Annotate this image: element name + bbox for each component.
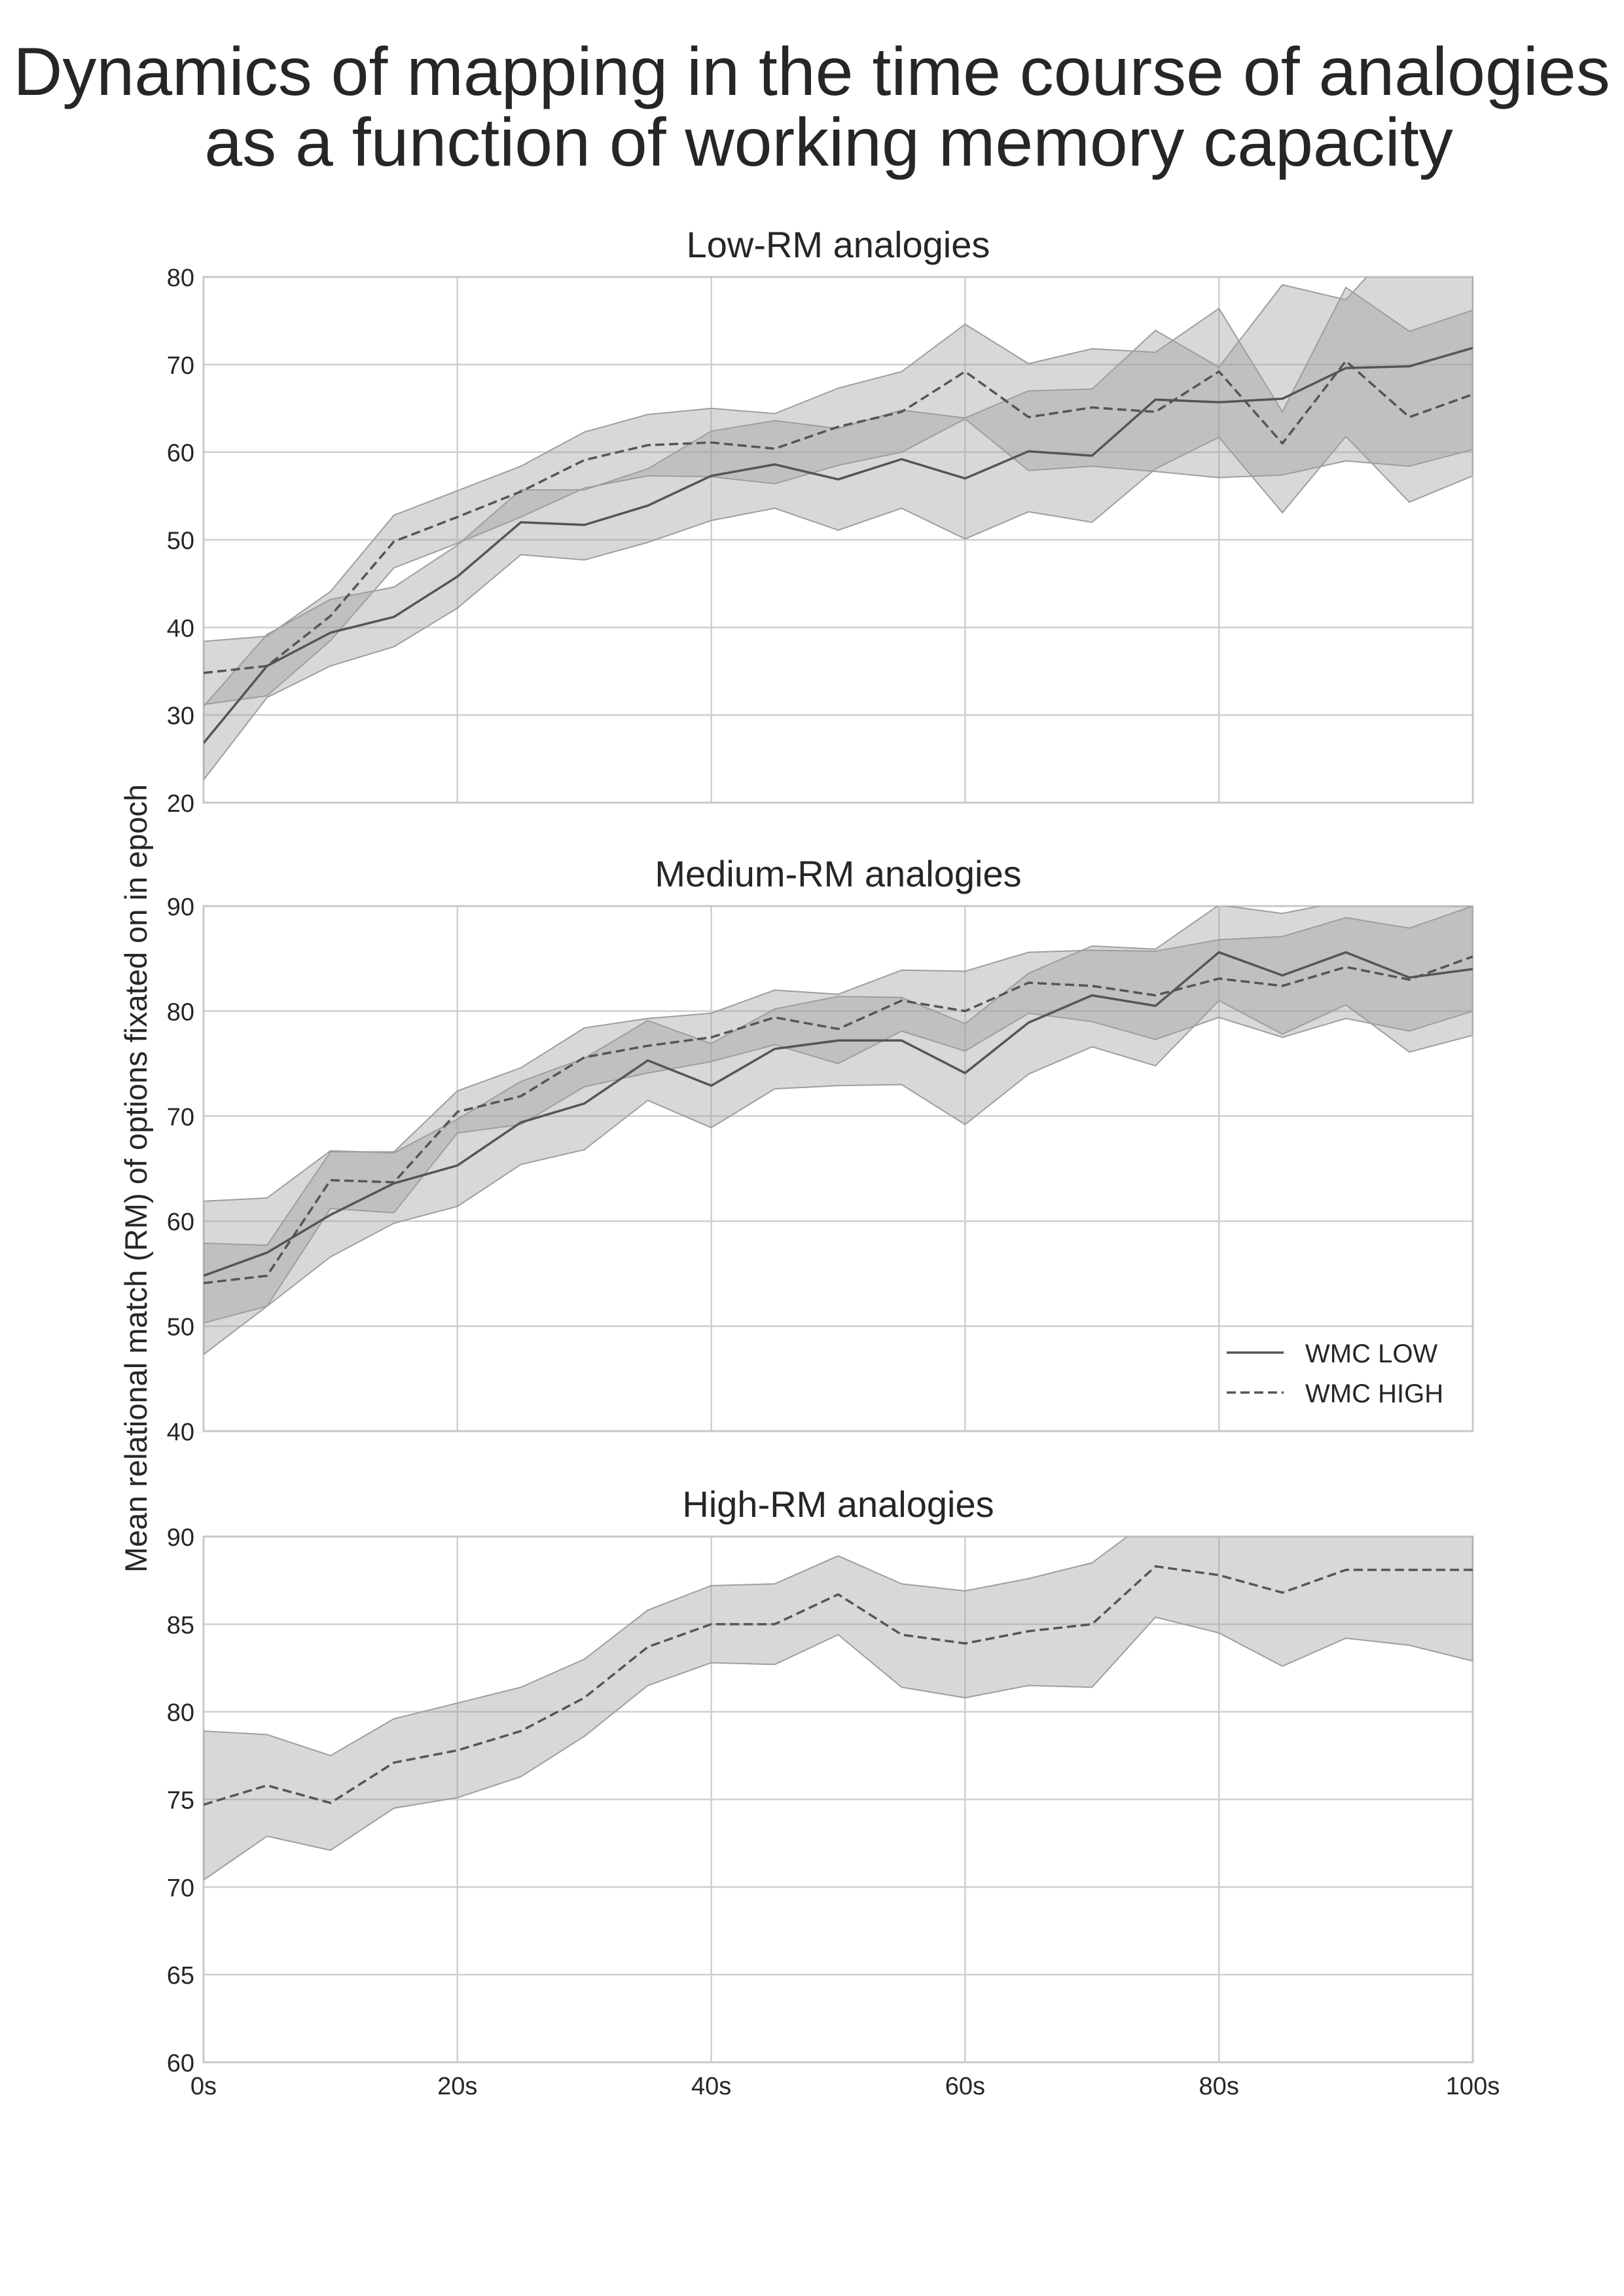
y-tick-label: 60 bbox=[167, 1209, 194, 1236]
figure-title-line1: Dynamics of mapping in the time course o… bbox=[13, 34, 1610, 110]
ci-band-wmc-low bbox=[204, 277, 1473, 781]
legend-label-wmc-low: WMC LOW bbox=[1305, 1339, 1437, 1368]
x-tick-label: 0s bbox=[190, 2073, 217, 2100]
series-line-wmc-low bbox=[204, 346, 1473, 744]
y-tick-label: 20 bbox=[167, 790, 194, 818]
ci-band-wmc-low bbox=[204, 906, 1473, 1356]
x-tick-label: 60s bbox=[945, 2073, 985, 2100]
y-tick-label: 80 bbox=[167, 1700, 194, 1727]
y-tick-label: 70 bbox=[167, 1874, 194, 1902]
y-tick-label: 50 bbox=[167, 1314, 194, 1341]
ci-band-wmc-high bbox=[204, 1537, 1473, 1881]
x-tick-label: 80s bbox=[1199, 2073, 1239, 2100]
y-tick-label: 90 bbox=[167, 1524, 194, 1552]
y-tick-label: 50 bbox=[167, 528, 194, 555]
y-tick-label: 65 bbox=[167, 1962, 194, 1990]
y-axis-label: Mean relational match (RM) of options fi… bbox=[118, 784, 153, 1573]
axes-frame bbox=[202, 276, 1474, 804]
figure-title-line2: as a function of working memory capacity bbox=[204, 105, 1453, 181]
x-tick-label: 100s bbox=[1446, 2073, 1500, 2100]
y-tick-label: 75 bbox=[167, 1787, 194, 1815]
panel-title: Medium-RM analogies bbox=[655, 853, 1021, 894]
series-line-wmc-high bbox=[204, 1565, 1473, 1806]
panel-low-rm: 20 30 40 50 60 70 80 Low-RM analogies bbox=[167, 224, 1474, 818]
y-tick-label: 70 bbox=[167, 1104, 194, 1131]
series-line-wmc-high bbox=[204, 359, 1473, 674]
y-tick-label: 60 bbox=[167, 2050, 194, 2077]
legend: WMC LOW WMC HIGH bbox=[1227, 1339, 1443, 1408]
axes-frame bbox=[202, 905, 1474, 1432]
y-tick-label: 80 bbox=[167, 998, 194, 1026]
panel-title: High-RM analogies bbox=[682, 1484, 994, 1525]
y-tick-label: 80 bbox=[167, 264, 194, 292]
plot-area bbox=[204, 906, 1473, 1356]
panel-high-rm: 60 65 70 75 80 85 90 0s 20s 40s 60s 80s 100s High-RM … bbox=[167, 1484, 1500, 2100]
series-line-wmc-low bbox=[204, 951, 1473, 1277]
plot-area bbox=[204, 1537, 1473, 1881]
x-tick-label: 40s bbox=[691, 2073, 731, 2100]
ci-band-wmc-high bbox=[204, 906, 1473, 1324]
panel-medium-rm: 40 50 60 70 80 90 Medium-RM analogies bbox=[167, 853, 1474, 1446]
panel-title: Low-RM analogies bbox=[687, 224, 990, 265]
plot-area bbox=[204, 277, 1473, 781]
legend-label-wmc-high: WMC HIGH bbox=[1305, 1379, 1443, 1408]
series-line-wmc-high bbox=[204, 955, 1473, 1285]
y-tick-label: 40 bbox=[167, 1419, 194, 1446]
x-tick-label: 20s bbox=[437, 2073, 477, 2100]
y-tick-label: 30 bbox=[167, 702, 194, 730]
ci-band-wmc-high bbox=[204, 286, 1473, 706]
y-tick-label: 40 bbox=[167, 615, 194, 642]
y-tick-label: 85 bbox=[167, 1612, 194, 1639]
y-tick-label: 60 bbox=[167, 440, 194, 467]
y-tick-label: 70 bbox=[167, 352, 194, 380]
y-tick-label: 90 bbox=[167, 894, 194, 921]
